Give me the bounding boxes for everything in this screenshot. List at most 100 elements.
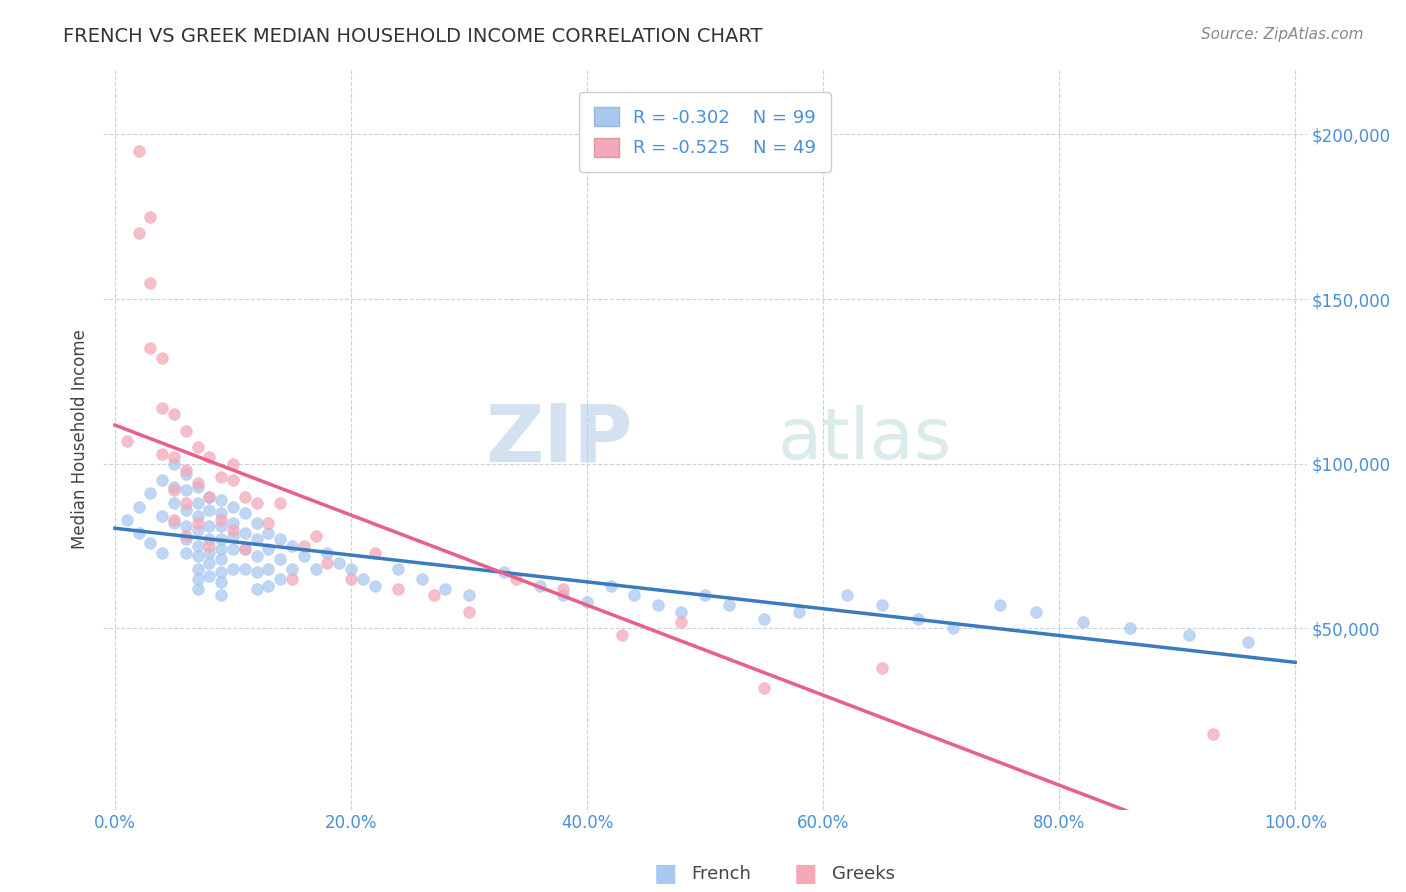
Point (198, 533, 221, 547)
Point (693, 589, 716, 603)
Point (623, 589, 645, 603)
Point (1178, 628, 1201, 642)
Point (163, 516, 186, 530)
Point (174, 496, 197, 510)
Point (209, 470, 232, 484)
Point (139, 276, 162, 290)
Point (128, 500, 150, 514)
Point (198, 450, 221, 464)
Point (128, 226, 150, 240)
Text: atlas: atlas (778, 405, 952, 474)
Point (198, 503, 221, 517)
Point (198, 546, 221, 560)
Point (139, 342, 162, 356)
Point (292, 539, 315, 553)
Point (1025, 605, 1047, 619)
Point (245, 549, 267, 563)
Point (163, 480, 186, 494)
Point (576, 595, 599, 609)
Point (340, 562, 363, 576)
Point (942, 621, 965, 635)
Point (363, 578, 385, 592)
Point (328, 556, 350, 570)
Point (209, 506, 232, 520)
Point (187, 509, 209, 524)
Point (209, 566, 232, 580)
Point (187, 476, 209, 491)
Point (292, 549, 315, 563)
Point (150, 447, 173, 461)
Point (269, 533, 291, 547)
Point (257, 516, 280, 530)
Point (340, 572, 363, 586)
Point (222, 516, 245, 530)
Point (458, 589, 481, 603)
Point (907, 611, 929, 625)
Point (233, 525, 256, 540)
Point (269, 552, 291, 566)
Point (198, 539, 221, 553)
Point (198, 490, 221, 504)
Point (174, 463, 197, 477)
Point (209, 513, 232, 527)
Point (163, 457, 186, 471)
Point (752, 681, 775, 695)
Point (316, 556, 339, 570)
Point (187, 582, 209, 596)
Point (174, 546, 197, 560)
Text: ■: ■ (654, 863, 676, 886)
Point (870, 661, 893, 675)
Point (717, 599, 740, 613)
Point (458, 605, 481, 619)
Point (233, 506, 256, 520)
Point (245, 533, 267, 547)
Point (174, 529, 197, 543)
Point (222, 523, 245, 537)
Point (187, 516, 209, 530)
Point (599, 578, 621, 592)
Point (245, 516, 267, 530)
Point (209, 575, 232, 590)
Point (257, 562, 280, 576)
Point (187, 572, 209, 586)
Point (257, 542, 280, 557)
Point (150, 509, 173, 524)
Point (870, 599, 893, 613)
Point (671, 615, 693, 629)
Point (209, 533, 232, 547)
Point (835, 589, 858, 603)
Point (988, 599, 1011, 613)
Point (233, 542, 256, 557)
Point (233, 562, 256, 576)
Point (233, 542, 256, 557)
Point (387, 582, 409, 596)
Point (209, 492, 232, 507)
Point (422, 589, 444, 603)
Point (789, 605, 811, 619)
Point (128, 525, 150, 540)
Point (150, 473, 173, 487)
Point (257, 578, 280, 592)
Point (269, 496, 291, 510)
Point (150, 401, 173, 415)
Text: ■: ■ (794, 863, 817, 886)
Point (304, 529, 326, 543)
Point (387, 562, 409, 576)
Point (222, 473, 245, 487)
Point (222, 542, 245, 557)
Point (139, 535, 162, 549)
Point (115, 513, 138, 527)
Point (233, 490, 256, 504)
Point (174, 503, 197, 517)
Point (187, 539, 209, 553)
Point (281, 562, 304, 576)
Point (198, 490, 221, 504)
Point (163, 450, 186, 464)
Point (163, 513, 186, 527)
Text: Greeks: Greeks (831, 865, 894, 883)
Point (174, 467, 197, 481)
Point (505, 572, 527, 586)
Point (1201, 727, 1223, 741)
Point (174, 483, 197, 497)
Point (269, 572, 291, 586)
